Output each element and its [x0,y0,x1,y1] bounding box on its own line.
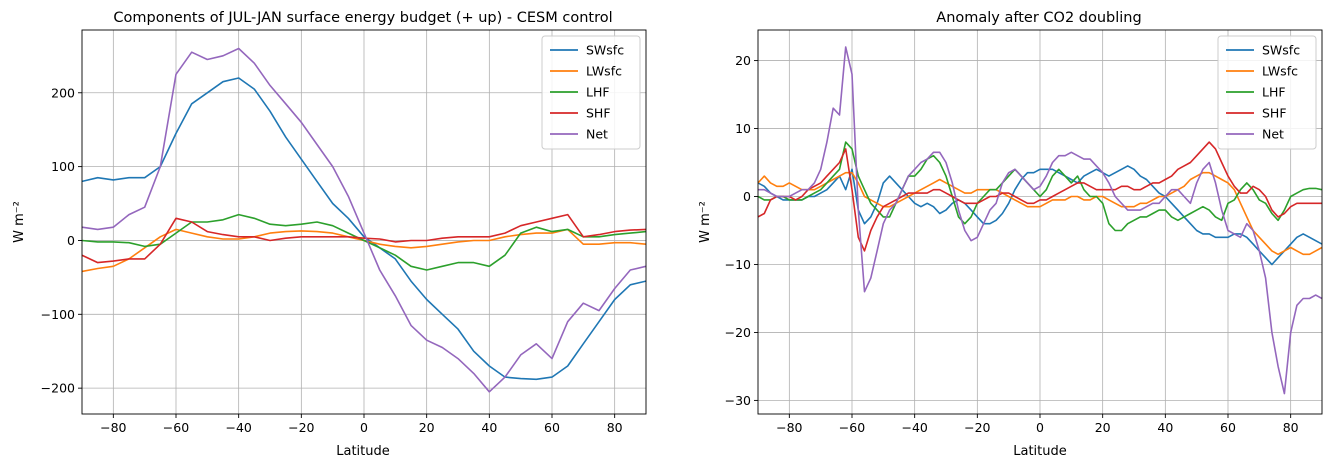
x-tick-label: −80 [100,420,126,435]
x-tick-label: 40 [1157,420,1173,435]
legend-label: LWsfc [586,64,622,79]
series-line-shf [82,213,646,264]
panel-right: Anomaly after CO2 doubling Latitude W m⁻… [698,10,1323,459]
legend-label: SWsfc [1262,43,1300,58]
y-axis-label-right: W m⁻² [698,201,713,243]
series-line-net [82,47,646,393]
x-tick-label: 60 [1220,420,1236,435]
series-line-lhf [758,141,1322,232]
series-line-net [758,46,1322,395]
y-tick-label: −10 [725,257,751,272]
series-line-shf [758,141,1322,252]
x-tick-label: 0 [1036,420,1044,435]
x-axis-label-right: Latitude [1013,444,1067,459]
y-tick-label: −200 [41,381,75,396]
legend-label: SWsfc [586,43,624,58]
legend-label: Net [586,127,608,142]
x-tick-label: −40 [901,420,927,435]
chart-title-left: Components of JUL-JAN surface energy bud… [113,10,612,26]
legend-label: LHF [586,85,610,100]
x-tick-label: 60 [544,420,560,435]
x-tick-label: −80 [776,420,802,435]
x-tick-label: 0 [360,420,368,435]
y-axis-label-left: W m⁻² [12,201,27,243]
x-tick-label: 20 [1095,420,1111,435]
x-tick-label: 80 [607,420,623,435]
legend [541,35,641,150]
legend-label: LHF [1262,85,1286,100]
legend-label: Net [1262,127,1284,142]
x-tick-label: −20 [288,420,314,435]
legend [1217,35,1317,150]
series-line-swsfc [82,77,646,381]
x-tick-label: −60 [163,420,189,435]
y-tick-label: −20 [725,325,751,340]
y-tick-label: 100 [51,159,75,174]
x-tick-label: 80 [1283,420,1299,435]
x-tick-label: −20 [964,420,990,435]
y-tick-label: −100 [41,307,75,322]
series-line-lhf [82,213,646,271]
x-tick-label: −60 [839,420,865,435]
y-tick-label: 0 [67,233,75,248]
x-tick-label: −40 [225,420,251,435]
series-line-swsfc [758,165,1322,266]
y-tick-label: 200 [51,85,75,100]
legend-label: SHF [1262,106,1287,121]
chart-title-right: Anomaly after CO2 doubling [936,10,1141,26]
x-tick-label: 40 [481,420,497,435]
legend-label: SHF [586,106,611,121]
x-tick-label: 20 [419,420,435,435]
series-line-lwsfc [758,171,1322,256]
y-tick-label: 10 [735,121,751,136]
y-tick-label: 20 [735,53,751,68]
y-tick-label: −30 [725,393,751,408]
legend-label: LWsfc [1262,64,1298,79]
x-axis-label-left: Latitude [336,444,390,459]
y-tick-label: 0 [743,189,751,204]
panel-left: Components of JUL-JAN surface energy bud… [12,10,647,459]
